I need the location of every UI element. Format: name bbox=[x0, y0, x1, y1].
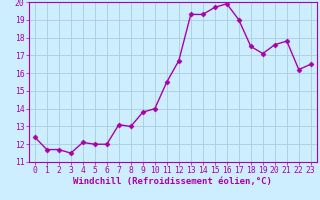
X-axis label: Windchill (Refroidissement éolien,°C): Windchill (Refroidissement éolien,°C) bbox=[73, 177, 272, 186]
